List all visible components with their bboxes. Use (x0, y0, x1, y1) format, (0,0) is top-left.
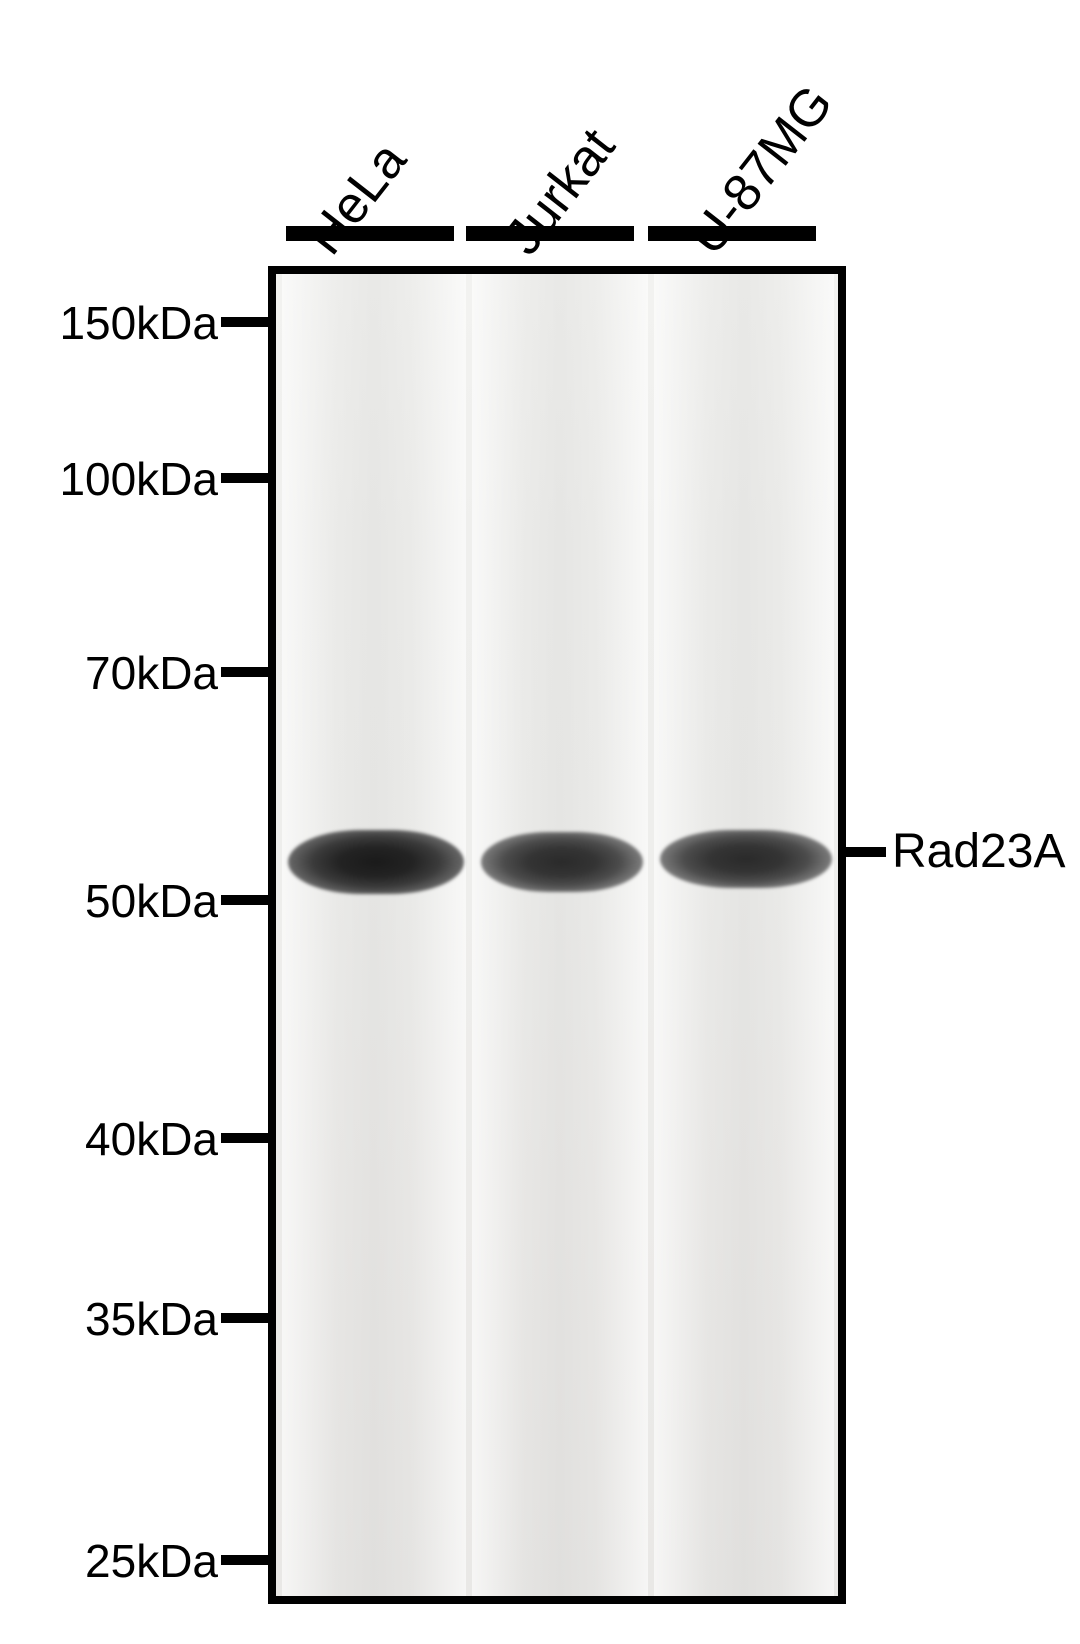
lane-bar (286, 226, 454, 241)
mw-marker-tick (221, 1555, 268, 1565)
lane-shade (654, 274, 834, 1596)
mw-marker-label: 70kDa (0, 646, 218, 700)
mw-marker-tick (221, 895, 268, 905)
target-label: Rad23A (892, 824, 1065, 879)
mw-marker-label: 100kDa (0, 452, 218, 506)
blot-membrane-surface (276, 274, 838, 1596)
lane-label-jurkat: Jurkat (493, 117, 627, 266)
mw-marker-label: 25kDa (0, 1534, 218, 1588)
mw-marker-tick (221, 667, 268, 677)
protein-band (660, 830, 832, 888)
mw-marker-label: 35kDa (0, 1292, 218, 1346)
protein-band (481, 832, 643, 892)
mw-marker-tick (221, 1133, 268, 1143)
mw-marker-label: 150kDa (0, 296, 218, 350)
lane-bar (648, 226, 816, 241)
mw-marker-label: 40kDa (0, 1112, 218, 1166)
mw-marker-tick (221, 473, 268, 483)
mw-marker-tick (221, 1313, 268, 1323)
lane-bar (466, 226, 634, 241)
mw-marker-tick (221, 317, 268, 327)
protein-band (288, 830, 464, 894)
mw-marker-label: 50kDa (0, 874, 218, 928)
lane-shade (472, 274, 648, 1596)
lane-label-hela: HeLa (295, 131, 419, 266)
blot-membrane (268, 266, 846, 1604)
target-tick (846, 847, 886, 857)
western-blot-figure: HeLa Jurkat U-87MG 150kDa 100kDa 70kDa 5… (0, 0, 1080, 1644)
lane-shade (282, 274, 466, 1596)
